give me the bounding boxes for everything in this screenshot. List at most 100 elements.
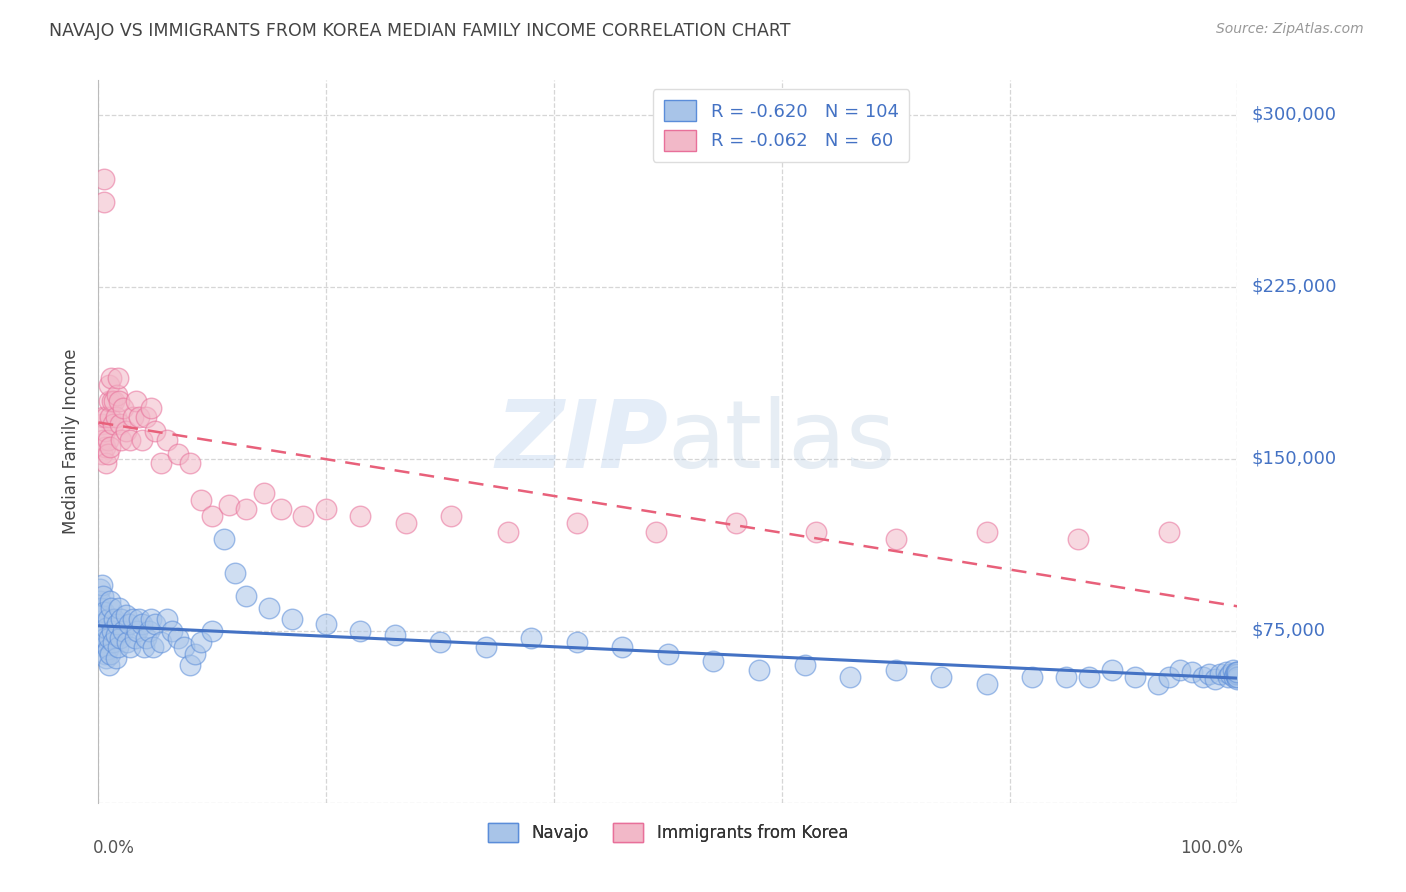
Point (212, 532, 235, 546)
Point (179, 456, 201, 470)
Point (105, 616, 128, 631)
Point (97, 378, 120, 392)
Point (1146, 676, 1168, 690)
Point (498, 525, 520, 540)
Point (384, 628, 406, 642)
Text: $75,000: $75,000 (1251, 622, 1326, 640)
Point (349, 624, 371, 638)
Point (292, 509, 315, 524)
Point (1226, 672, 1249, 686)
Point (167, 447, 190, 461)
Point (929, 670, 952, 684)
Point (96, 642, 118, 657)
Point (139, 401, 162, 416)
Point (1223, 667, 1246, 681)
Point (112, 624, 135, 638)
Point (252, 486, 274, 500)
Point (429, 635, 451, 649)
Point (612, 640, 634, 654)
Point (100, 600, 122, 615)
Point (976, 525, 998, 540)
Text: NAVAJO VS IMMIGRANTS FROM KOREA MEDIAN FAMILY INCOME CORRELATION CHART: NAVAJO VS IMMIGRANTS FROM KOREA MEDIAN F… (49, 22, 790, 40)
Point (162, 624, 184, 638)
Point (96, 410, 118, 425)
Point (259, 600, 281, 615)
Point (1157, 670, 1180, 684)
Point (93, 194, 115, 209)
Point (976, 676, 998, 690)
Point (1192, 670, 1215, 684)
Point (748, 663, 770, 677)
Point (270, 502, 292, 516)
Point (90, 607, 112, 622)
Point (110, 434, 132, 448)
Point (128, 410, 150, 425)
Point (91, 635, 114, 649)
Point (94, 424, 117, 438)
Point (1078, 670, 1101, 684)
Point (235, 502, 257, 516)
Point (91, 410, 114, 425)
Point (139, 612, 162, 626)
Point (1123, 670, 1146, 684)
Point (190, 493, 212, 508)
Point (124, 631, 146, 645)
Point (97, 658, 120, 673)
Point (98, 440, 121, 454)
Point (121, 410, 143, 425)
Point (315, 616, 337, 631)
Point (349, 509, 371, 524)
Point (104, 628, 127, 642)
Point (135, 410, 157, 425)
Text: 0.0%: 0.0% (93, 838, 135, 857)
Point (156, 434, 179, 448)
Point (1157, 525, 1180, 540)
Point (90, 578, 112, 592)
Point (1226, 665, 1249, 679)
Point (440, 509, 463, 524)
Point (657, 647, 679, 661)
Point (107, 640, 129, 654)
Point (120, 640, 142, 654)
Point (395, 516, 418, 530)
Point (145, 616, 167, 631)
Point (884, 532, 907, 546)
Point (839, 670, 862, 684)
Point (115, 635, 138, 649)
Text: ZIP: ZIP (495, 395, 668, 488)
Point (104, 410, 127, 425)
Point (100, 371, 122, 385)
Point (107, 371, 129, 385)
Point (101, 624, 124, 638)
Point (131, 616, 153, 631)
Point (93, 606, 115, 620)
Text: $150,000: $150,000 (1251, 450, 1336, 467)
Point (138, 624, 160, 638)
Point (565, 516, 588, 530)
Point (121, 612, 143, 626)
Point (1226, 667, 1249, 681)
Point (884, 663, 907, 677)
Text: Source: ZipAtlas.com: Source: ZipAtlas.com (1216, 22, 1364, 37)
Point (224, 566, 246, 581)
Point (127, 624, 149, 638)
Point (96, 434, 118, 448)
Point (103, 635, 125, 649)
Point (150, 456, 173, 470)
Point (131, 434, 153, 448)
Point (114, 424, 136, 438)
Point (804, 525, 827, 540)
Point (184, 647, 207, 661)
Point (315, 502, 337, 516)
Point (128, 612, 150, 626)
Point (793, 658, 815, 673)
Point (1226, 670, 1249, 684)
Point (89, 594, 111, 608)
Point (108, 417, 131, 432)
Point (218, 498, 240, 512)
Point (90, 624, 112, 638)
Point (1209, 667, 1232, 681)
Point (112, 401, 135, 416)
Point (201, 509, 224, 524)
Point (96, 456, 118, 470)
